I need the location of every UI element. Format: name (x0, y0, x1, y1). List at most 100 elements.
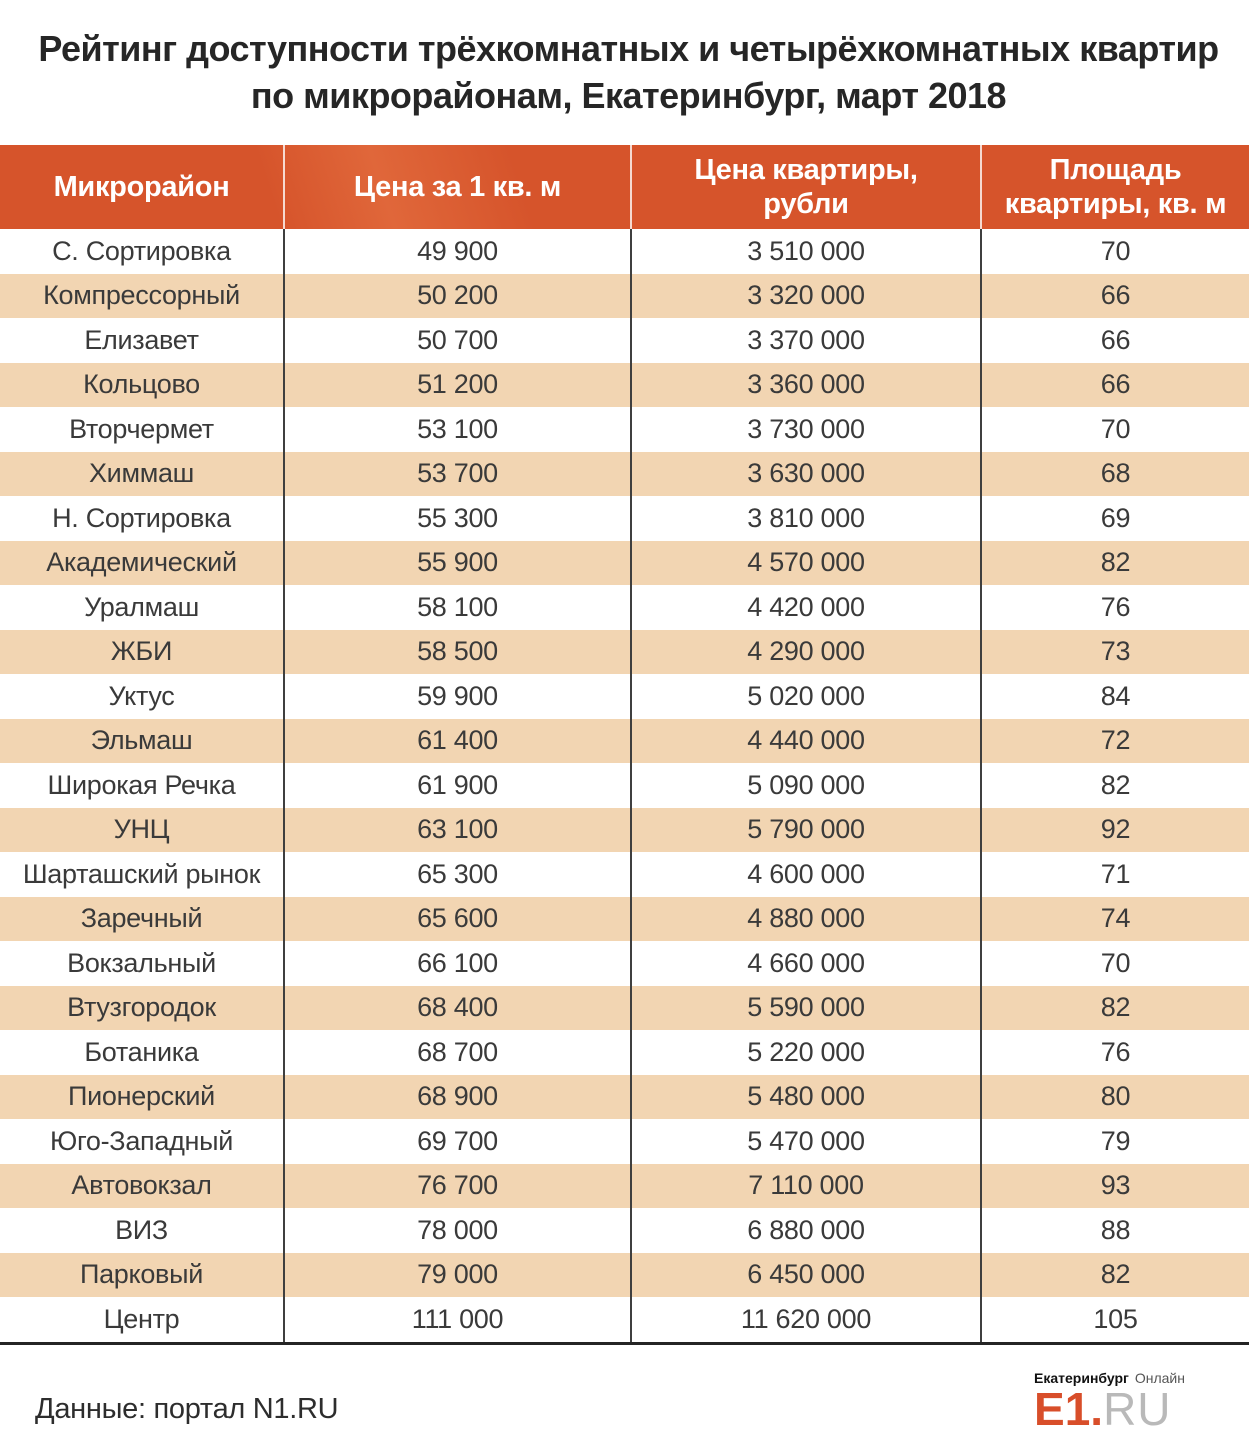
cell-district: Вторчермет (69, 413, 214, 444)
cell-price-per-sqm: 53 100 (283, 407, 630, 452)
cell-district: ЖБИ (110, 636, 173, 667)
cell-price-per-sqm: 69 700 (283, 1119, 630, 1164)
table-row: Широкая Речка 61 900 5 090 000 82 (0, 763, 1249, 808)
cell-apartment-price: 4 420 000 (630, 585, 980, 630)
cell-apartment-price: 4 290 000 (630, 629, 980, 674)
cell-area: 82 (980, 1252, 1249, 1297)
cell-price-per-sqm: 59 900 (283, 674, 630, 719)
cell-area: 105 (980, 1297, 1249, 1342)
cell-area: 66 (980, 318, 1249, 363)
cell-price-per-sqm: 63 100 (283, 807, 630, 852)
cell-district: Шарташский рынок (22, 858, 261, 889)
table-row: С. Сортировка 49 900 3 510 000 70 (0, 229, 1249, 274)
cell-apartment-price: 5 220 000 (630, 1030, 980, 1075)
cell-area: 70 (980, 407, 1249, 452)
cell-apartment-price: 3 810 000 (630, 496, 980, 541)
header-apartment-price: Цена квартиры, рубли (630, 145, 980, 229)
cell-area: 71 (980, 852, 1249, 897)
cell-apartment-price: 5 480 000 (630, 1074, 980, 1119)
table-body: С. Сортировка 49 900 3 510 000 70 Компре… (0, 229, 1249, 1345)
cell-price-per-sqm: 50 200 (283, 273, 630, 318)
cell-district: Автовокзал (71, 1170, 212, 1201)
cell-district: Пионерский (68, 1081, 215, 1112)
cell-apartment-price: 4 570 000 (630, 540, 980, 585)
table-row: Ботаника 68 700 5 220 000 76 (0, 1030, 1249, 1075)
data-source-label: Данные: портал N1.RU (35, 1392, 339, 1425)
title-line-1: Рейтинг доступности трёхкомнатных и четы… (38, 28, 1219, 69)
e1-logo-ru-text: RU (1103, 1382, 1172, 1435)
cell-district: Химмаш (88, 458, 195, 489)
cell-apartment-price: 5 470 000 (630, 1119, 980, 1164)
table-row: УНЦ 63 100 5 790 000 92 (0, 807, 1249, 852)
cell-district: Втузгородок (67, 992, 216, 1023)
cell-district: Ботаника (84, 1036, 199, 1067)
cell-area: 84 (980, 674, 1249, 719)
table-row: Автовокзал 76 700 7 110 000 93 (0, 1163, 1249, 1208)
footer: Данные: портал N1.RU Екатеринбург Онлайн … (35, 1369, 1185, 1432)
cell-apartment-price: 7 110 000 (630, 1163, 980, 1208)
table-row: Кольцово 51 200 3 360 000 66 (0, 362, 1249, 407)
cell-district: Заречный (80, 903, 203, 934)
cell-district: Академический (46, 547, 237, 578)
e1-logo: Екатеринбург Онлайн E1.RU (1034, 1369, 1185, 1432)
cell-price-per-sqm: 55 900 (283, 540, 630, 585)
table-row: Эльмаш 61 400 4 440 000 72 (0, 718, 1249, 763)
header-area-line-1: Площадь (1049, 154, 1182, 186)
table-row: Заречный 65 600 4 880 000 74 (0, 896, 1249, 941)
cell-apartment-price: 4 660 000 (630, 941, 980, 986)
table-row: Елизавет 50 700 3 370 000 66 (0, 318, 1249, 363)
header-apartment-price-line-2: рубли (763, 188, 849, 220)
cell-area: 66 (980, 362, 1249, 407)
cell-district: Эльмаш (90, 725, 193, 756)
header-area: Площадь квартиры, кв. м (980, 145, 1249, 229)
cell-area: 76 (980, 1030, 1249, 1075)
cell-area: 82 (980, 985, 1249, 1030)
cell-price-per-sqm: 61 400 (283, 718, 630, 763)
cell-price-per-sqm: 65 300 (283, 852, 630, 897)
table-row: Юго-Западный 69 700 5 470 000 79 (0, 1119, 1249, 1164)
apartments-table: Микрорайон Цена за 1 кв. м Цена квартиры… (0, 145, 1249, 1345)
cell-area: 74 (980, 896, 1249, 941)
cell-district: Елизавет (84, 324, 199, 355)
cell-price-per-sqm: 111 000 (283, 1297, 630, 1342)
cell-area: 88 (980, 1208, 1249, 1253)
cell-price-per-sqm: 55 300 (283, 496, 630, 541)
header-price-per-sqm: Цена за 1 кв. м (283, 145, 630, 229)
cell-apartment-price: 5 590 000 (630, 985, 980, 1030)
cell-district: С. Сортировка (52, 235, 231, 266)
table-header-row: Микрорайон Цена за 1 кв. м Цена квартиры… (0, 145, 1249, 229)
table-row: Академический 55 900 4 570 000 82 (0, 540, 1249, 585)
header-price-per-sqm-line: Цена за 1 кв. м (353, 171, 562, 203)
page-title: Рейтинг доступности трёхкомнатных и четы… (18, 25, 1239, 119)
cell-price-per-sqm: 65 600 (283, 896, 630, 941)
cell-price-per-sqm: 51 200 (283, 362, 630, 407)
cell-district: Уктус (108, 680, 175, 711)
table-row: Н. Сортировка 55 300 3 810 000 69 (0, 496, 1249, 541)
cell-district: Юго-Западный (49, 1125, 234, 1156)
cell-area: 80 (980, 1074, 1249, 1119)
cell-apartment-price: 11 620 000 (630, 1297, 980, 1342)
cell-price-per-sqm: 61 900 (283, 763, 630, 808)
e1-logo-city-text: Екатеринбург (1034, 1369, 1129, 1386)
table-row: Вокзальный 66 100 4 660 000 70 (0, 941, 1249, 986)
cell-price-per-sqm: 68 900 (283, 1074, 630, 1119)
table-row: ЖБИ 58 500 4 290 000 73 (0, 629, 1249, 674)
cell-district: Уралмаш (84, 591, 199, 622)
cell-price-per-sqm: 76 700 (283, 1163, 630, 1208)
table-row: Парковый 79 000 6 450 000 82 (0, 1252, 1249, 1297)
cell-area: 68 (980, 451, 1249, 496)
table-row: Компрессорный 50 200 3 320 000 66 (0, 273, 1249, 318)
cell-area: 82 (980, 763, 1249, 808)
cell-apartment-price: 3 360 000 (630, 362, 980, 407)
cell-area: 82 (980, 540, 1249, 585)
e1-logo-wordmark: E1.RU (1034, 1386, 1185, 1432)
cell-area: 73 (980, 629, 1249, 674)
cell-apartment-price: 3 320 000 (630, 273, 980, 318)
cell-price-per-sqm: 68 400 (283, 985, 630, 1030)
cell-apartment-price: 4 600 000 (630, 852, 980, 897)
cell-apartment-price: 5 020 000 (630, 674, 980, 719)
cell-area: 79 (980, 1119, 1249, 1164)
header-district-line: Микрорайон (53, 171, 230, 203)
cell-district: Центр (103, 1303, 180, 1334)
cell-apartment-price: 4 880 000 (630, 896, 980, 941)
